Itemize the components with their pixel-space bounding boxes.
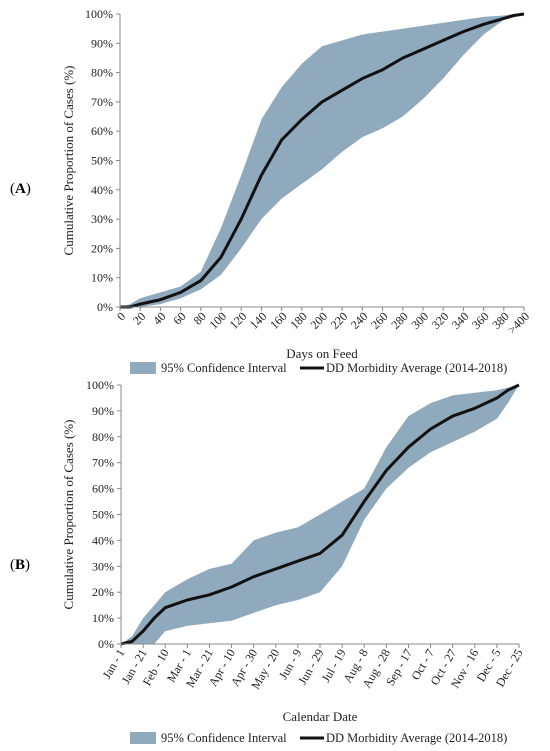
legend-swatch-band bbox=[130, 732, 156, 744]
x-tick-label: 40 bbox=[150, 309, 168, 327]
x-tick-label: 0 bbox=[114, 309, 128, 323]
x-tick-label: 80 bbox=[191, 309, 209, 327]
x-tick-label: 200 bbox=[307, 309, 330, 332]
average-line bbox=[120, 12, 525, 309]
y-tick-label: 80% bbox=[91, 66, 113, 80]
x-tick-label: 340 bbox=[449, 309, 472, 332]
panel-label-b: (B) bbox=[10, 557, 31, 573]
y-tick-label: 0% bbox=[98, 637, 114, 651]
y-tick-label: 90% bbox=[92, 404, 114, 418]
chart-b: 0%10%20%30%40%50%60%70%80%90%100%Jan - 1… bbox=[61, 378, 526, 745]
y-tick-label: 70% bbox=[91, 95, 113, 109]
y-tick-label: 60% bbox=[92, 482, 114, 496]
x-tick-label: 300 bbox=[408, 309, 431, 332]
x-tick-label: 120 bbox=[227, 309, 250, 332]
y-tick-label: 30% bbox=[92, 559, 114, 573]
y-tick-label: 100% bbox=[86, 378, 114, 392]
x-tick-label: 240 bbox=[348, 309, 371, 332]
x-tick-label: 220 bbox=[328, 309, 351, 332]
panel-label-a: (A) bbox=[10, 181, 31, 197]
y-tick-label: 10% bbox=[91, 271, 113, 285]
x-tick-label: 320 bbox=[429, 309, 452, 332]
x-axis-title: Days on Feed bbox=[286, 346, 358, 361]
y-tick-label: 20% bbox=[91, 241, 113, 255]
y-tick-label: 100% bbox=[85, 7, 113, 21]
y-tick-label: 30% bbox=[91, 212, 113, 226]
y-axis-title: Cumulative Proportion of Cases (%) bbox=[61, 66, 76, 256]
legend-label-line: DD Morbidity Average (2014-2018) bbox=[326, 731, 507, 745]
y-tick-label: 20% bbox=[92, 585, 114, 599]
x-tick-label: 260 bbox=[368, 309, 391, 332]
x-axis-title: Calendar Date bbox=[283, 709, 358, 724]
legend-swatch-band bbox=[130, 362, 156, 374]
y-tick-label: 60% bbox=[91, 124, 113, 138]
y-tick-label: 10% bbox=[92, 611, 114, 625]
x-tick-label: 140 bbox=[247, 309, 270, 332]
y-tick-label: 40% bbox=[91, 183, 113, 197]
x-tick-label: 360 bbox=[469, 309, 492, 332]
panel-a: (A) 0% 10% 20% 30% 40% 50% 60% 70% 80% 90% 100% 0 20… bbox=[10, 7, 532, 375]
y-tick-label: 0% bbox=[97, 300, 113, 314]
legend-label-band: 95% Confidence Interval bbox=[161, 731, 287, 745]
x-tick-label: 60 bbox=[170, 309, 188, 327]
confidence-band bbox=[121, 385, 519, 644]
average-line bbox=[120, 383, 520, 646]
x-tick-label: 180 bbox=[287, 309, 310, 332]
x-tick-label: 160 bbox=[267, 309, 290, 332]
y-tick-label: 80% bbox=[92, 430, 114, 444]
confidence-band bbox=[120, 14, 524, 307]
x-tick-label: 280 bbox=[388, 309, 411, 332]
y-tick-label: 90% bbox=[91, 36, 113, 50]
panel-b: (B) 0% 10% 20% 30% 40% 50% 60% 70% 80% 90% 100% Jan… bbox=[0, 374, 550, 751]
x-tick-label: >400 bbox=[505, 309, 532, 336]
y-tick-label: 50% bbox=[92, 508, 114, 522]
chart-a: 0% 10% 20% 30% 40% 50% 60% 70% 80% 90% 100% 0 20 40 60… bbox=[61, 7, 532, 375]
x-tick-label: 20 bbox=[130, 309, 148, 327]
x-tick-label: 100 bbox=[206, 309, 229, 332]
legend-label-band: 95% Confidence Interval bbox=[161, 361, 287, 375]
y-axis-title: Cumulative Proportion of Cases (%) bbox=[61, 420, 76, 610]
legend-label-line: DD Morbidity Average (2014-2018) bbox=[326, 361, 507, 375]
y-tick-label: 50% bbox=[91, 154, 113, 168]
y-tick-label: 70% bbox=[92, 456, 114, 470]
y-tick-label: 40% bbox=[92, 533, 114, 547]
